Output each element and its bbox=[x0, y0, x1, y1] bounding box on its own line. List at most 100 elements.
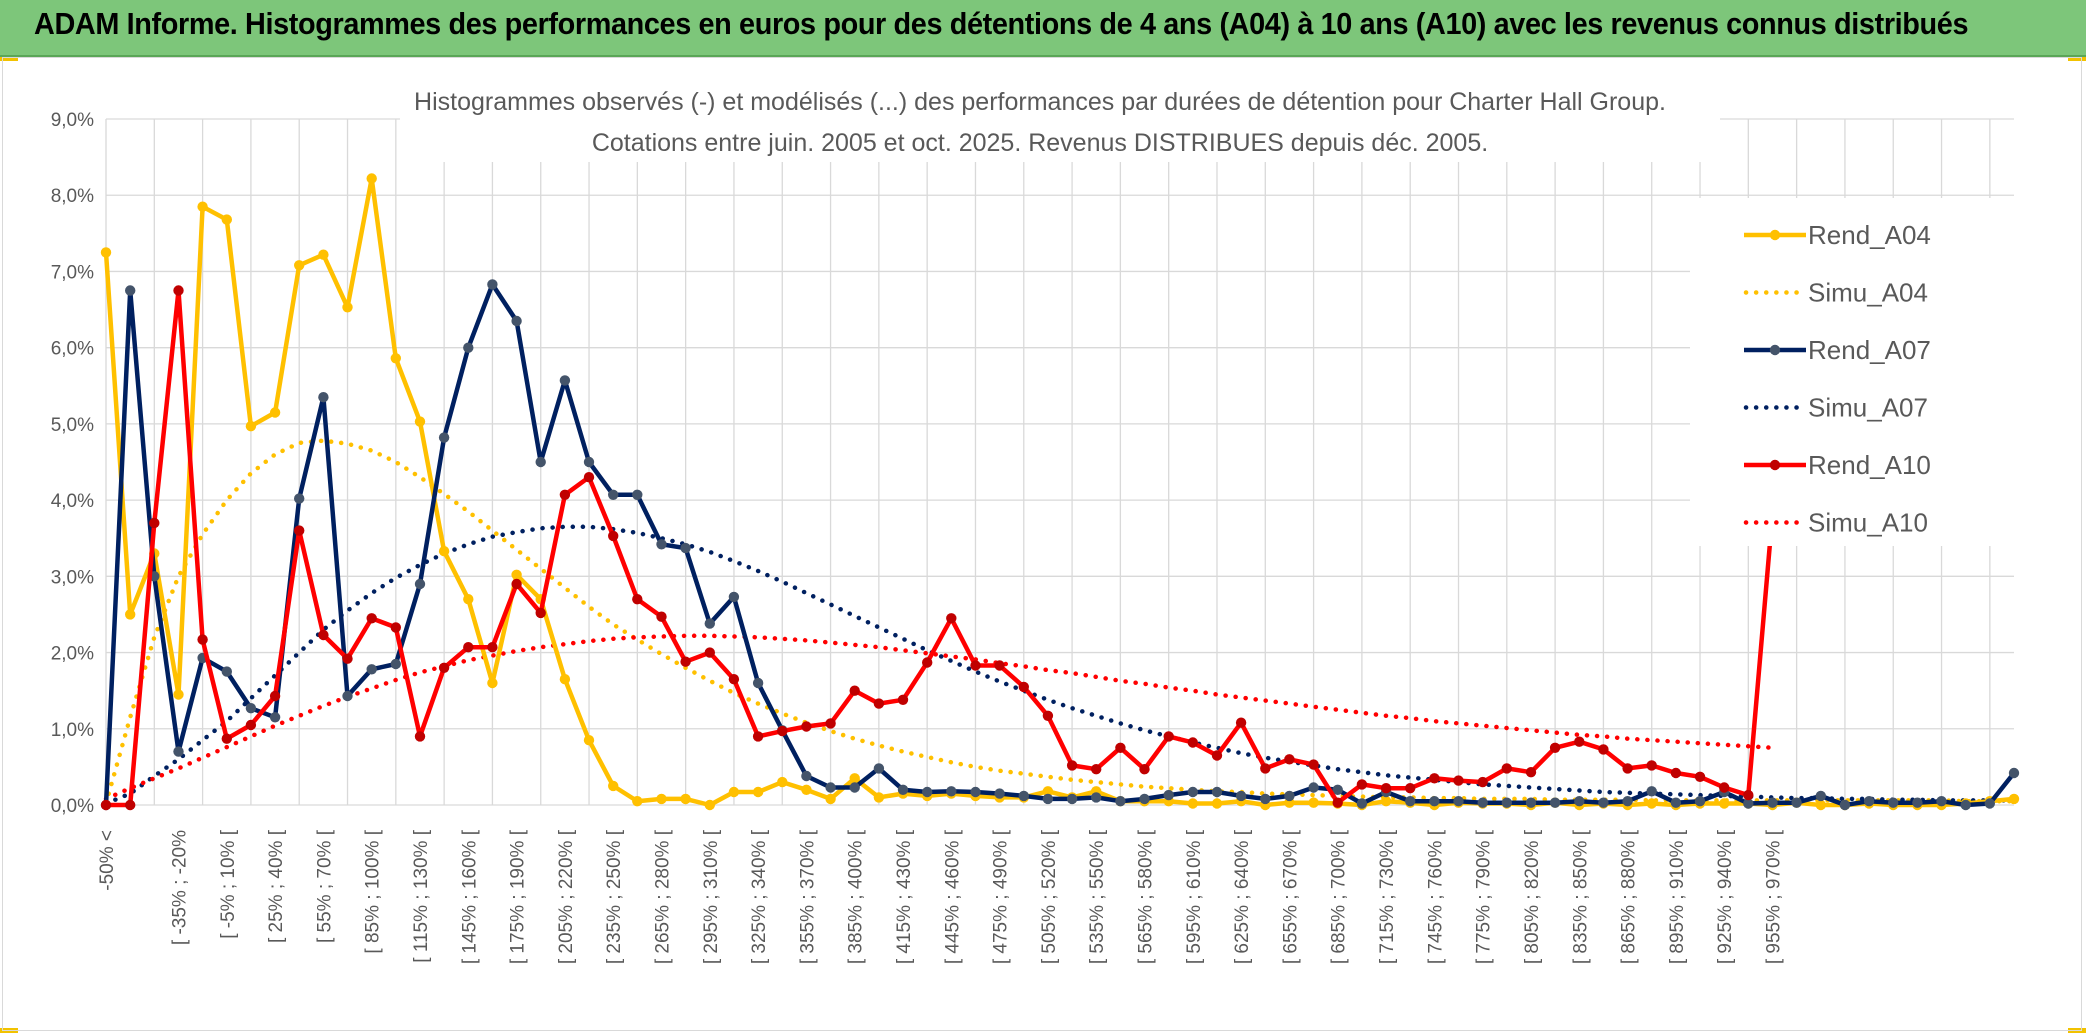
data-point-rend_a10 bbox=[656, 611, 667, 622]
data-point-rend_a10 bbox=[1139, 764, 1150, 775]
corner-accent-top-left bbox=[0, 57, 18, 61]
y-tick-label: 3,0% bbox=[51, 567, 94, 588]
x-tick-label: [ 145% ; 160% [ bbox=[459, 829, 480, 964]
data-point-rend_a04 bbox=[1815, 799, 1827, 811]
data-point-rend_a10 bbox=[125, 799, 136, 811]
chart-subtitle: Cotations entre juin. 2005 et oct. 2025.… bbox=[592, 129, 1488, 157]
x-tick-label: [ 475% ; 490% [ bbox=[991, 829, 1012, 964]
x-tick-label: [ 175% ; 190% [ bbox=[508, 829, 529, 964]
data-point-rend_a04 bbox=[269, 407, 281, 418]
data-point-rend_a10 bbox=[1501, 763, 1513, 774]
data-point-rend_a10 bbox=[1163, 731, 1174, 742]
data-point-rend_a04 bbox=[100, 247, 112, 258]
x-tick-label: [ 745% ; 760% [ bbox=[1425, 829, 1446, 964]
legend-label: Simu_A04 bbox=[1808, 278, 1928, 308]
data-point-rend_a04 bbox=[438, 546, 450, 557]
x-tick-label: [ 565% ; 580% [ bbox=[1136, 829, 1157, 964]
x-tick-label: [ 775% ; 790% [ bbox=[1474, 829, 1495, 964]
data-point-rend_a10 bbox=[1356, 779, 1368, 790]
data-point-rend_a10 bbox=[994, 660, 1005, 671]
data-point-rend_a04 bbox=[849, 773, 860, 784]
data-point-rend_a10 bbox=[1091, 764, 1102, 775]
data-point-rend_a10 bbox=[245, 719, 257, 731]
data-point-rend_a04 bbox=[728, 786, 740, 798]
data-point-rend_a04 bbox=[1211, 798, 1223, 809]
data-point-rend_a04 bbox=[414, 416, 426, 427]
data-point-rend_a10 bbox=[173, 285, 184, 296]
x-tick-label: [ 925% ; 940% [ bbox=[1715, 829, 1736, 964]
data-point-rend_a07 bbox=[1912, 797, 1923, 808]
data-point-rend_a04 bbox=[463, 594, 474, 605]
data-point-rend_a07 bbox=[269, 712, 281, 723]
data-point-rend_a10 bbox=[1743, 789, 1754, 801]
data-point-rend_a07 bbox=[1066, 793, 1078, 805]
data-point-rend_a07 bbox=[946, 786, 957, 797]
x-tick-label: [ 115% ; 130% [ bbox=[411, 829, 432, 962]
chart-title-background bbox=[400, 80, 1720, 162]
x-tick-label: [ 505% ; 520% [ bbox=[1039, 829, 1060, 964]
data-point-rend_a10 bbox=[438, 662, 450, 673]
x-tick-label: [ 835% ; 850% [ bbox=[1570, 829, 1591, 964]
data-point-rend_a10 bbox=[559, 489, 571, 500]
data-point-rend_a10 bbox=[922, 657, 933, 668]
x-tick-label: -50% < bbox=[97, 830, 118, 891]
data-point-rend_a10 bbox=[535, 607, 546, 619]
data-point-rend_a07 bbox=[1501, 797, 1513, 808]
data-point-rend_a10 bbox=[414, 731, 426, 742]
corner-accent-top-right bbox=[2068, 57, 2086, 61]
data-point-rend_a07 bbox=[1187, 786, 1199, 798]
x-tick-label: [ 55% ; 70% [ bbox=[314, 829, 335, 943]
data-point-rend_a04 bbox=[1719, 798, 1730, 809]
data-point-rend_a07 bbox=[1429, 796, 1440, 807]
data-point-rend_a10 bbox=[294, 525, 305, 536]
data-point-rend_a07 bbox=[994, 788, 1005, 799]
y-tick-label: 0,0% bbox=[51, 796, 94, 817]
legend: Rend_A04 Simu_A04 Rend_A07 Simu_A07 Rend_A10… bbox=[1690, 198, 2020, 546]
y-tick-label: 6,0% bbox=[51, 339, 94, 360]
data-point-rend_a10 bbox=[487, 642, 498, 653]
data-point-rend_a10 bbox=[269, 690, 281, 702]
data-point-rend_a10 bbox=[463, 642, 474, 653]
x-tick-label: [ 655% ; 670% [ bbox=[1280, 829, 1301, 964]
data-point-rend_a04 bbox=[197, 201, 208, 212]
data-point-rend_a07 bbox=[438, 432, 450, 443]
data-point-rend_a07 bbox=[125, 285, 136, 296]
header-banner: ADAM Informe. Histogrammes des performan… bbox=[0, 0, 2086, 57]
data-point-rend_a07 bbox=[1984, 798, 1996, 809]
data-point-rend_a04 bbox=[1187, 798, 1199, 809]
data-point-rend_a07 bbox=[1477, 797, 1488, 808]
data-point-rend_a07 bbox=[2008, 767, 2020, 779]
data-point-rend_a04 bbox=[1646, 798, 1657, 809]
data-point-rend_a10 bbox=[1284, 754, 1295, 765]
data-point-rend_a10 bbox=[390, 622, 401, 633]
data-point-rend_a07 bbox=[1646, 786, 1657, 797]
data-point-rend_a07 bbox=[511, 315, 522, 327]
data-point-rend_a10 bbox=[1066, 760, 1078, 771]
legend-label: Simu_A07 bbox=[1808, 393, 1928, 423]
data-point-rend_a07 bbox=[583, 456, 595, 468]
data-point-rend_a04 bbox=[825, 793, 836, 805]
data-point-rend_a04 bbox=[777, 776, 788, 788]
data-point-rend_a10 bbox=[1115, 742, 1126, 753]
x-tick-label: [ 355% ; 370% [ bbox=[797, 829, 818, 964]
data-point-rend_a07 bbox=[1525, 797, 1537, 808]
x-tick-label: [ -5% ; 10% [ bbox=[218, 829, 239, 938]
data-point-rend_a07 bbox=[294, 493, 305, 504]
data-point-rend_a10 bbox=[366, 613, 377, 624]
data-point-rend_a04 bbox=[559, 674, 571, 685]
data-point-rend_a10 bbox=[1719, 782, 1730, 793]
x-tick-label: [ 265% ; 280% [ bbox=[653, 829, 674, 964]
x-tick-label: [ 235% ; 250% [ bbox=[604, 829, 625, 964]
data-point-rend_a07 bbox=[1622, 796, 1633, 807]
data-point-rend_a07 bbox=[1235, 790, 1247, 802]
legend-label: Rend_A04 bbox=[1808, 220, 1931, 250]
series-lines bbox=[100, 173, 2020, 811]
data-point-rend_a07 bbox=[1743, 798, 1754, 809]
data-point-rend_a10 bbox=[1429, 773, 1440, 784]
x-tick-label: [ 955% ; 970% [ bbox=[1764, 829, 1785, 964]
data-point-rend_a07 bbox=[608, 489, 619, 500]
legend-background bbox=[1690, 198, 2020, 546]
chart-frame bbox=[2, 57, 2082, 1031]
data-point-rend_a07 bbox=[849, 782, 860, 793]
